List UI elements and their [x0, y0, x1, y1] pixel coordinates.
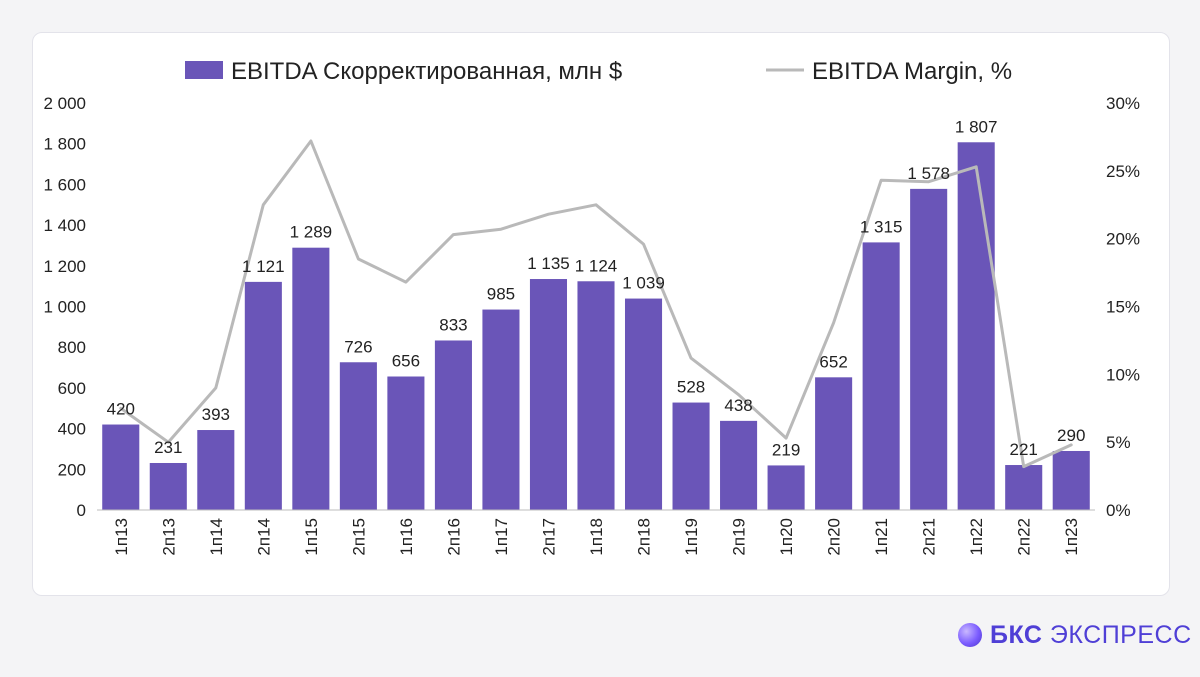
- bar: [767, 465, 805, 510]
- bar-data-label: 1 124: [575, 256, 618, 275]
- x-tick-label: 1п22: [967, 518, 986, 556]
- x-tick-label: 2п22: [1015, 518, 1034, 556]
- legend-label-line: EBITDA Margin, %: [812, 58, 1012, 85]
- bar-data-label: 528: [677, 378, 705, 397]
- bar: [672, 402, 710, 510]
- x-tick-label: 1п13: [112, 518, 131, 556]
- legend-swatch-bars: [185, 61, 223, 79]
- bar: [577, 281, 615, 510]
- bar: [102, 424, 140, 510]
- bar-data-label: 1 121: [242, 257, 285, 276]
- y-left-tick-label: 1 600: [43, 175, 86, 194]
- x-tick-label: 2п19: [730, 518, 749, 556]
- bar-data-label: 438: [724, 396, 752, 415]
- bar-data-label: 1 135: [527, 254, 570, 273]
- x-tick-label: 2п14: [254, 518, 273, 556]
- bar-data-label: 1 807: [955, 117, 998, 136]
- x-tick-label: 1п19: [682, 518, 701, 556]
- bar: [149, 462, 187, 510]
- y-left-tick-label: 600: [58, 379, 86, 398]
- x-tick-label: 1п16: [397, 518, 416, 556]
- x-tick-label: 1п17: [492, 518, 511, 556]
- x-tick-label: 1п23: [1062, 518, 1081, 556]
- bar-data-label: 1 289: [290, 223, 333, 242]
- y-left-tick-label: 0: [77, 501, 86, 520]
- bar-data-label: 393: [202, 405, 230, 424]
- x-tick-label: 1п20: [777, 518, 796, 556]
- x-tick-label: 2п13: [159, 518, 178, 556]
- bar: [815, 377, 853, 510]
- bar: [434, 340, 472, 510]
- bar: [244, 281, 282, 510]
- x-tick-label: 1п18: [587, 518, 606, 556]
- x-tick-label: 2п18: [635, 518, 654, 556]
- y-left-tick-label: 2 000: [43, 94, 86, 113]
- bar: [910, 188, 948, 510]
- bar-data-label: 290: [1057, 426, 1085, 445]
- bar-data-label: 1 039: [622, 274, 665, 293]
- bar-data-label: 420: [107, 400, 135, 419]
- y-left-tick-label: 200: [58, 460, 86, 479]
- x-tick-label: 1п15: [302, 518, 321, 556]
- bar: [957, 142, 995, 510]
- brand-text: БКС ЭКСПРЕСС: [990, 621, 1192, 650]
- y-right-tick-label: 30%: [1106, 94, 1140, 113]
- brand-bold: БКС: [990, 620, 1043, 649]
- bar: [482, 309, 520, 510]
- brand-regular: ЭКСПРЕСС: [1049, 620, 1192, 649]
- margin-line: [119, 139, 1073, 469]
- bar-data-label: 221: [1010, 440, 1038, 459]
- x-tick-label: 1п21: [872, 518, 891, 556]
- y-left-tick-label: 1 800: [43, 135, 86, 154]
- bar: [1052, 450, 1090, 510]
- y-left-tick-label: 1 000: [43, 298, 86, 317]
- x-tick-label: 2п20: [825, 518, 844, 556]
- y-right-tick-label: 10%: [1106, 365, 1140, 384]
- x-tick-label: 2п15: [349, 518, 368, 556]
- bar: [1005, 465, 1043, 510]
- y-right-tick-label: 25%: [1106, 162, 1140, 181]
- bar: [292, 247, 330, 510]
- y-right-tick-label: 15%: [1106, 298, 1140, 317]
- bar: [387, 376, 425, 510]
- bar: [529, 279, 568, 510]
- bar: [339, 362, 377, 510]
- bar: [624, 298, 663, 510]
- y-right-tick-label: 0%: [1106, 501, 1131, 520]
- bar: [720, 420, 758, 510]
- bar-data-label: 985: [487, 285, 515, 304]
- x-tick-label: 2п17: [539, 518, 558, 556]
- bar-data-label: 652: [819, 352, 847, 371]
- x-tick-label: 2п21: [920, 518, 939, 556]
- bar-data-label: 656: [392, 352, 420, 371]
- bar: [862, 242, 900, 510]
- bar: [197, 430, 235, 510]
- y-left-tick-label: 400: [58, 420, 86, 439]
- bar-data-label: 726: [344, 337, 372, 356]
- x-tick-label: 2п16: [444, 518, 463, 556]
- legend-label-bars: EBITDA Скорректированная, млн $: [231, 58, 622, 85]
- y-right-tick-label: 20%: [1106, 230, 1140, 249]
- y-left-tick-label: 800: [58, 338, 86, 357]
- bar-data-label: 833: [439, 315, 467, 334]
- brand-logo: БКС ЭКСПРЕСС: [958, 620, 1192, 650]
- x-tick-label: 1п14: [207, 518, 226, 556]
- bks-sphere-icon: [958, 623, 982, 647]
- y-left-tick-label: 1 400: [43, 216, 86, 235]
- bar-data-label: 219: [772, 440, 800, 459]
- bar-data-label: 1 315: [860, 217, 903, 236]
- bar-data-label: 231: [154, 438, 182, 457]
- bar-data-label: 1 578: [907, 164, 950, 183]
- y-left-tick-label: 1 200: [43, 257, 86, 276]
- y-right-tick-label: 5%: [1106, 433, 1131, 452]
